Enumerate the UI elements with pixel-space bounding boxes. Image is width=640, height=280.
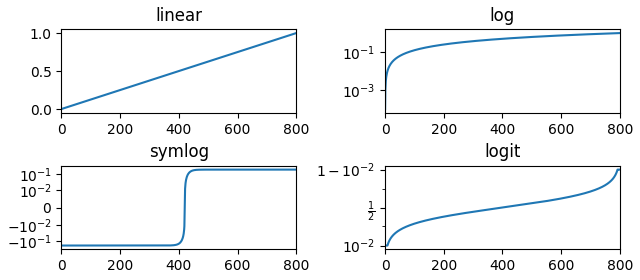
Title: logit: logit bbox=[484, 143, 521, 162]
Title: symlog: symlog bbox=[148, 143, 209, 162]
Title: log: log bbox=[490, 7, 515, 25]
Title: linear: linear bbox=[156, 7, 202, 25]
